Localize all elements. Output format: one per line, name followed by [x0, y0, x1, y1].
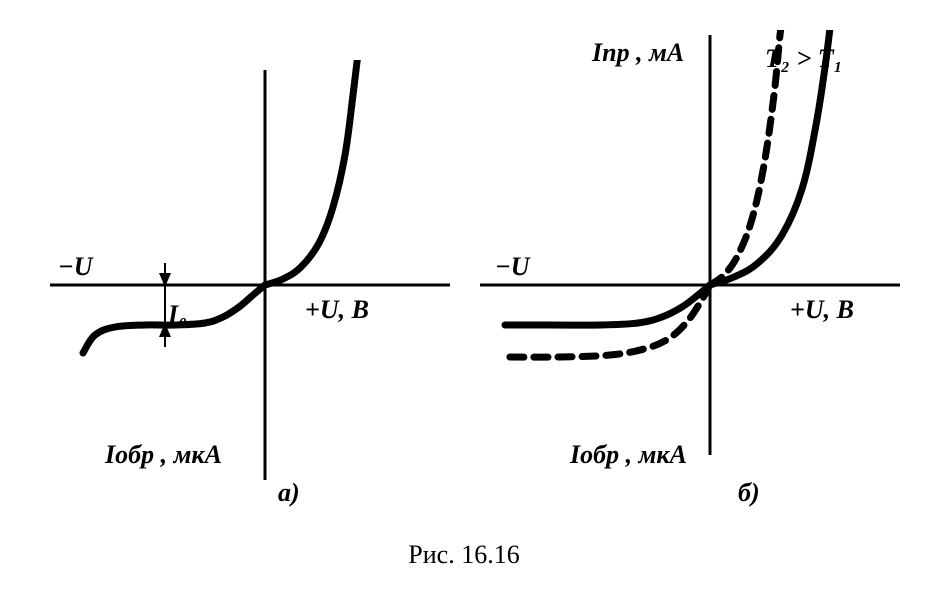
panel-a-i0-label: I₀ — [168, 300, 187, 330]
panel-b-ipr-label: Iпр , мА — [592, 38, 684, 68]
panel-a-sublabel: а) — [278, 478, 300, 508]
panel-b-sublabel: б) — [738, 478, 760, 508]
panel-a-neg-u-label: −U — [58, 252, 93, 282]
panel-b-t-label: T₂ > T₁ — [765, 44, 843, 74]
panel-b-neg-u-label: −U — [495, 252, 530, 282]
panel-b-iback-label: Iобр , мкА — [570, 440, 687, 470]
figure-caption: Рис. 16.16 — [0, 540, 928, 570]
panel-a-pos-u-label: +U, В — [305, 295, 369, 325]
panel-a-iback-label: Iобр , мкА — [105, 440, 222, 470]
panel-b-svg — [470, 30, 910, 470]
panel-b-pos-u-label: +U, В — [790, 295, 854, 325]
panel-a-svg — [40, 60, 460, 500]
